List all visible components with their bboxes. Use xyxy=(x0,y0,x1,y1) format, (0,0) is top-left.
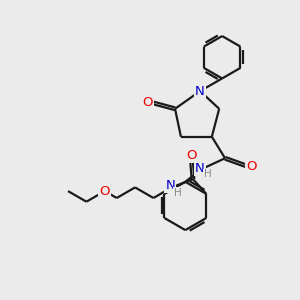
Text: O: O xyxy=(186,148,197,161)
Text: H: H xyxy=(204,169,212,179)
Text: N: N xyxy=(195,85,205,98)
Text: O: O xyxy=(142,96,153,109)
Text: N: N xyxy=(165,179,175,192)
Text: N: N xyxy=(195,162,205,175)
Text: O: O xyxy=(246,160,257,173)
Text: H: H xyxy=(174,188,182,198)
Text: O: O xyxy=(100,184,110,198)
